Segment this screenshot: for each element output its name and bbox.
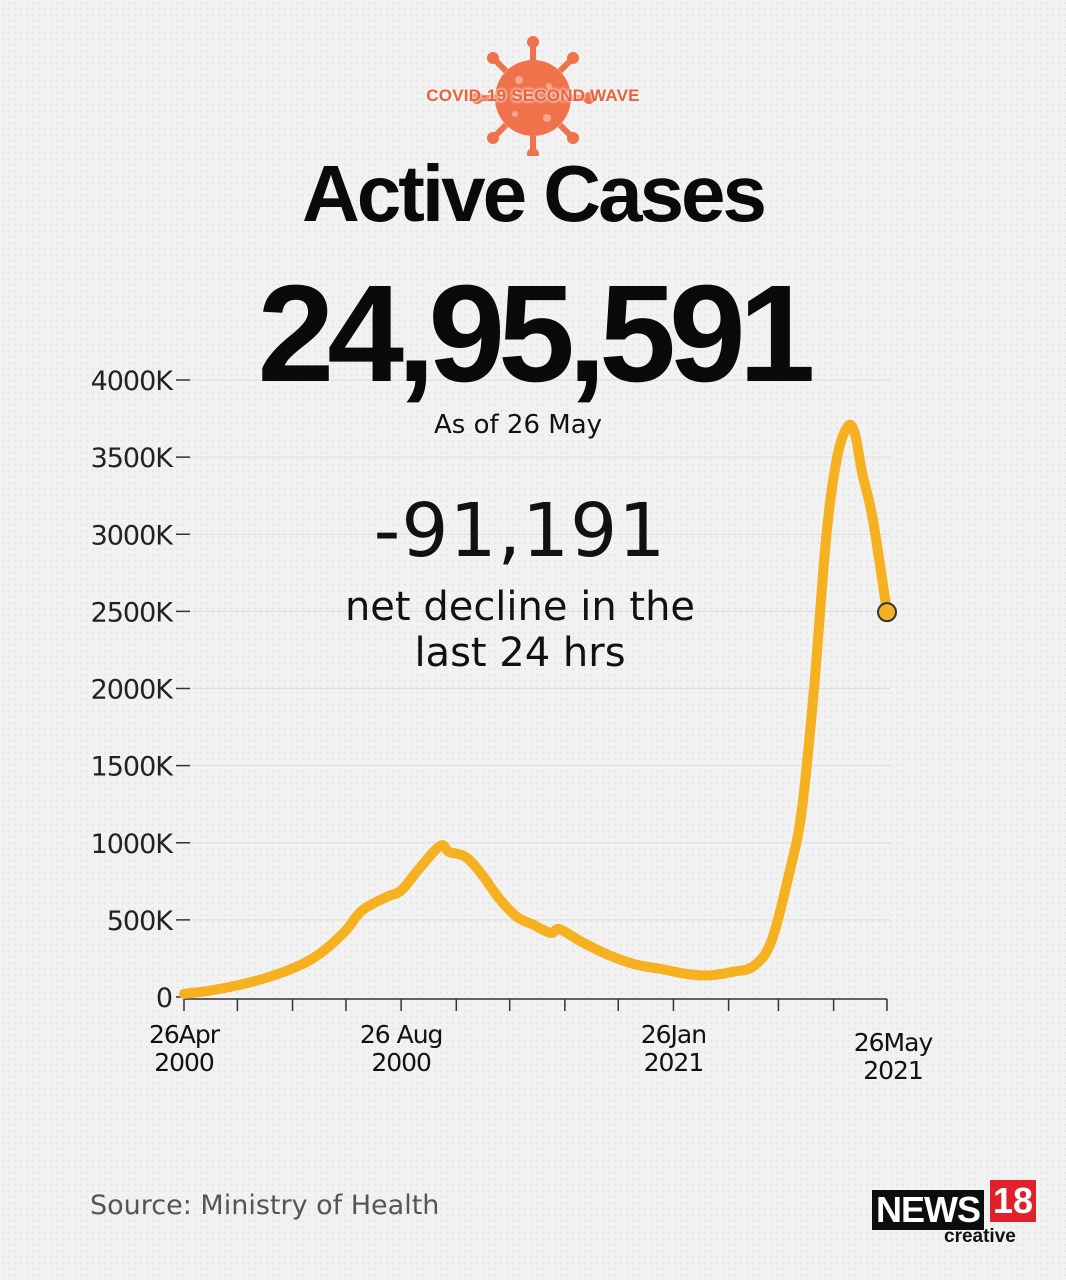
logo-news: NEWS xyxy=(872,1190,984,1230)
y-tick-label: 1000K xyxy=(91,829,175,860)
x-tick-label: 2000 xyxy=(371,1048,431,1077)
x-tick-label: 2021 xyxy=(644,1048,704,1077)
y-tick-label: 2500K xyxy=(91,597,175,628)
x-tick-label: 2000 xyxy=(154,1048,214,1077)
change-caption-line2: last 24 hrs xyxy=(414,630,626,676)
y-tick-label: 4000K xyxy=(91,366,175,397)
logo-creative: creative xyxy=(944,1226,1016,1247)
logo-number: 18 xyxy=(990,1180,1037,1222)
x-tick-label: 26Apr xyxy=(149,1020,221,1049)
headline-caption: As of 26 May xyxy=(433,410,603,440)
gridlines xyxy=(190,379,890,921)
badge-label: COVID-19 SECOND WAVE xyxy=(426,86,640,105)
x-tick-label: 26Jan xyxy=(641,1020,706,1049)
latest-value-marker xyxy=(877,602,897,623)
change-caption-line1: net decline in the xyxy=(344,584,696,630)
headline-value: 24,95,591 xyxy=(257,257,816,411)
y-tick-label: 1500K xyxy=(91,752,175,783)
source-note: Source: Ministry of Health xyxy=(90,1190,440,1221)
y-axis: 0 500K 1000K 1500K 2000K 2500K 3000K 3500K 4000K xyxy=(91,366,190,1014)
x-tick-label: 2021 xyxy=(863,1056,923,1085)
series-line xyxy=(179,419,892,999)
x-tick-label: 26May xyxy=(854,1028,934,1057)
y-tick-label: 0 xyxy=(156,983,172,1014)
x-tick-label: 26 Aug xyxy=(360,1020,443,1049)
y-tick-label: 3500K xyxy=(91,443,175,474)
page-title: Active Cases xyxy=(301,149,767,238)
y-tick-label: 500K xyxy=(107,906,175,937)
news18-creative-logo: NEWS 18 creative xyxy=(872,1180,1037,1250)
change-value: -91,191 xyxy=(373,488,667,574)
change-caption: net decline in the last 24 hrs xyxy=(300,584,740,676)
y-tick-label: 3000K xyxy=(91,520,175,551)
y-tick-label: 2000K xyxy=(91,675,175,706)
